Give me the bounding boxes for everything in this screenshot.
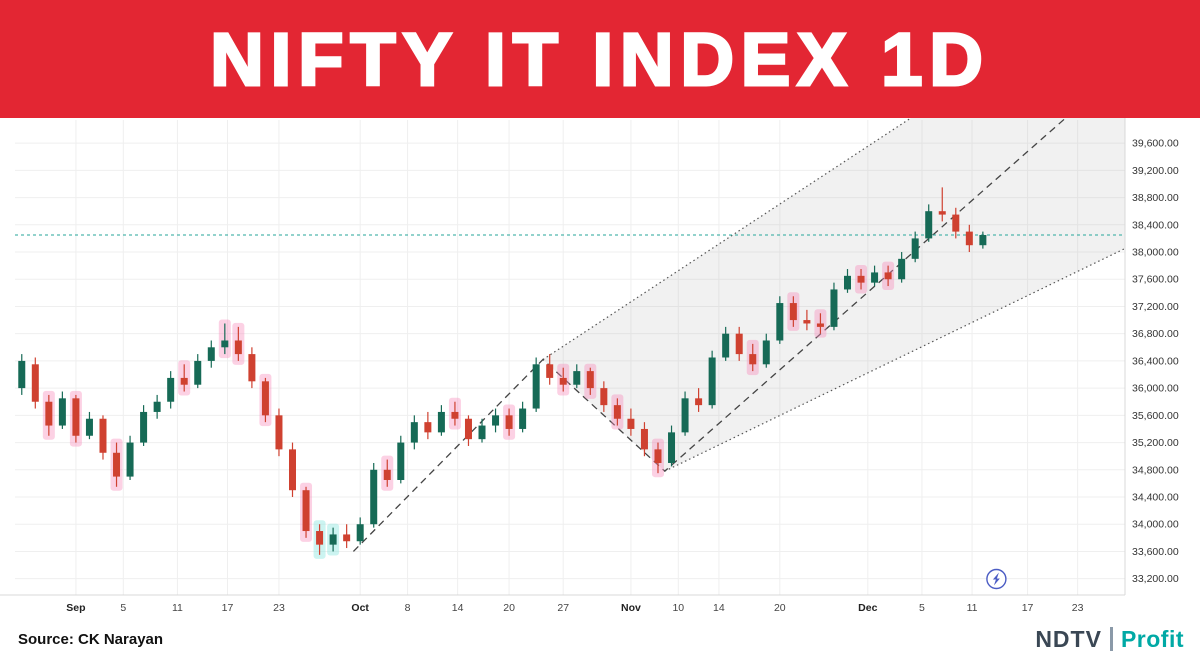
title-banner: NIFTY IT INDEX 1D xyxy=(0,0,1200,118)
x-axis-label: Nov xyxy=(621,602,641,614)
y-axis-label: 36,000.00 xyxy=(1132,383,1179,395)
x-axis-label: 20 xyxy=(503,602,515,614)
y-axis-label: 38,400.00 xyxy=(1132,219,1179,231)
y-axis-label: 34,400.00 xyxy=(1132,492,1179,504)
x-axis-label: 5 xyxy=(919,602,925,614)
logo-divider xyxy=(1109,627,1113,651)
y-axis-label: 39,600.00 xyxy=(1132,138,1179,150)
y-axis-label: 36,400.00 xyxy=(1132,355,1179,367)
page-title: NIFTY IT INDEX 1D xyxy=(209,16,990,102)
lightning-quick-trade-icon[interactable] xyxy=(986,568,1007,590)
x-axis-label: 11 xyxy=(967,602,978,614)
y-axis-label: 35,600.00 xyxy=(1132,410,1179,422)
x-axis-label: Sep xyxy=(66,602,85,614)
x-axis-label: 23 xyxy=(1072,602,1084,614)
y-axis-label: 38,800.00 xyxy=(1132,192,1179,204)
x-axis-label: 8 xyxy=(405,602,411,614)
y-axis-label: 38,000.00 xyxy=(1132,247,1179,259)
x-axis-label: 10 xyxy=(672,602,684,614)
x-axis-label: 27 xyxy=(557,602,569,614)
y-axis-label: 33,200.00 xyxy=(1132,573,1179,585)
x-axis-label: 17 xyxy=(1022,602,1034,614)
x-axis-label: 17 xyxy=(222,602,234,614)
y-axis-labels: 39,600.00 39,200.00 38,800.00 38,400.00 38,0… xyxy=(1132,138,1179,586)
y-axis-label: 37,200.00 xyxy=(1132,301,1179,313)
candlestick-chart: 39,600.00 39,200.00 38,800.00 38,400.00 38,0… xyxy=(0,118,1179,614)
y-axis-label: 35,200.00 xyxy=(1132,437,1179,449)
x-axis-labels: Sep 5 11 17 23 Oct 8 14 20 27 Nov 10 14 20 Dec 5 11 17 23 xyxy=(66,602,1083,614)
y-axis-label: 39,200.00 xyxy=(1132,165,1179,177)
chart-area: 39,600.00 39,200.00 38,800.00 38,400.00 38,0… xyxy=(0,118,1200,621)
ndtv-profit-logo: NDTV Profit xyxy=(1035,626,1184,653)
y-axis-label: 33,600.00 xyxy=(1132,546,1179,558)
source-credit: Source: CK Narayan xyxy=(18,630,164,648)
x-axis-label: 20 xyxy=(774,602,786,614)
y-axis-label: 36,800.00 xyxy=(1132,328,1179,340)
y-axis-label: 37,600.00 xyxy=(1132,274,1179,286)
gridlines xyxy=(15,120,1125,595)
x-axis-label: 5 xyxy=(120,602,126,614)
x-axis-label: 14 xyxy=(452,602,464,614)
y-axis-label: 34,800.00 xyxy=(1132,464,1179,476)
x-axis-label: Dec xyxy=(858,602,877,614)
ndtv-logo-text: NDTV xyxy=(1035,625,1102,652)
zigzag-trendline xyxy=(352,118,1067,552)
x-axis-label: 23 xyxy=(273,602,285,614)
footer: Source: CK Narayan NDTV Profit xyxy=(0,621,1200,661)
profit-logo-text: Profit xyxy=(1120,625,1184,652)
axis-lines xyxy=(0,118,1126,596)
x-axis-label: 11 xyxy=(172,602,183,614)
x-axis-label: 14 xyxy=(713,602,725,614)
y-axis-label: 34,000.00 xyxy=(1132,519,1179,531)
candles-group xyxy=(18,187,987,555)
x-axis-label: Oct xyxy=(351,602,369,614)
